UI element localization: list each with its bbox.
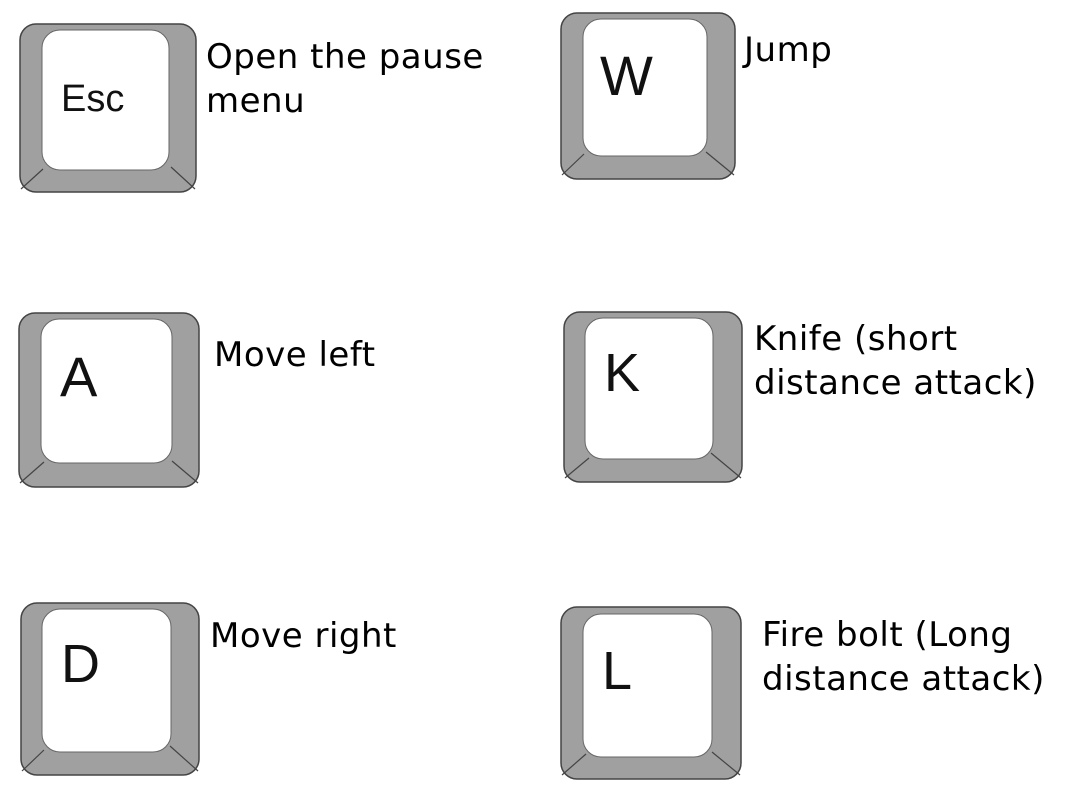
action-description: Jump [744,30,833,70]
key-label: D [61,634,100,694]
key-a: A [18,312,200,488]
action-description: Fire bolt (Long distance attack) [762,615,1045,699]
key-k: K [563,311,743,483]
key-w: W [560,12,736,180]
keycap-icon [20,602,200,776]
key-label: A [60,345,98,408]
key-esc: Esc [19,23,197,193]
keycap-icon [560,606,742,780]
key-d: D [20,602,200,776]
keycap-icon [563,311,743,483]
key-label: L [602,641,633,701]
key-label: K [604,343,641,403]
action-description: Move left [214,335,376,375]
action-description: Open the pause menu [206,37,484,121]
action-description: Knife (short distance attack) [754,319,1037,403]
keycap-icon [560,12,736,180]
key-label: W [600,44,653,107]
key-label: Esc [61,78,125,120]
keycap-icon [19,23,197,193]
key-l: L [560,606,742,780]
keycap-icon [18,312,200,488]
action-description: Move right [210,616,397,656]
